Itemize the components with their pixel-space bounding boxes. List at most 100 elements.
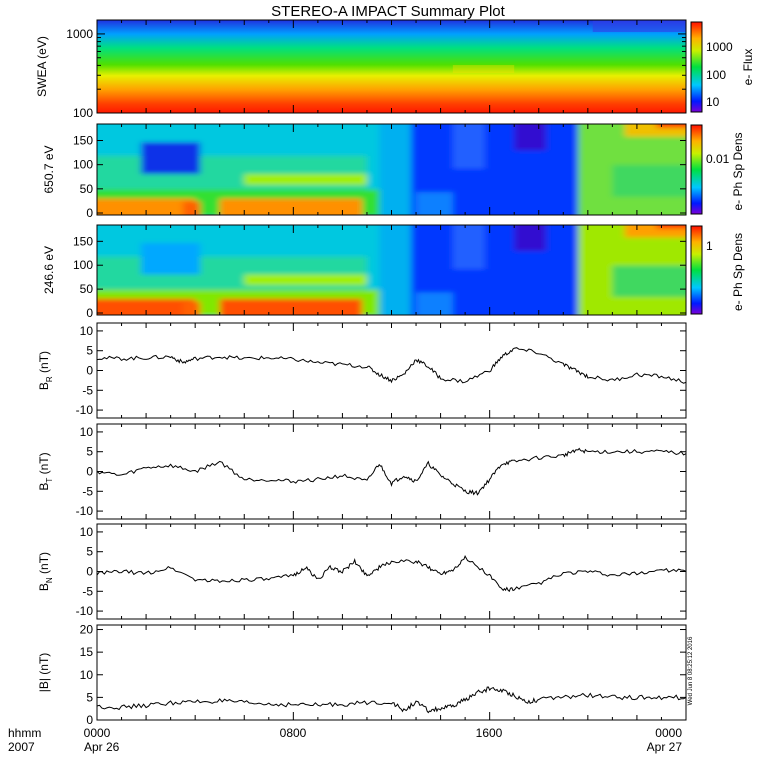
pitch-colorbar-label-3: e- Ph Sp Dens xyxy=(731,233,745,311)
cbar-tick-label: 1000 xyxy=(706,40,733,54)
pitch-region xyxy=(514,225,547,251)
ytick-label: 10 xyxy=(80,668,94,682)
field-ylabel-sub: T xyxy=(45,478,54,483)
pitch-spectrogram-blur xyxy=(97,225,686,315)
ytick-label: 100 xyxy=(73,106,93,120)
pitch-spectrogram-3 xyxy=(97,225,686,315)
pitch-region xyxy=(514,124,547,151)
ytick-label: 100 xyxy=(73,258,93,272)
field-trace-5 xyxy=(96,555,687,593)
pitch-region xyxy=(612,164,686,197)
pitch-region xyxy=(219,198,363,215)
ytick-label: 0 xyxy=(86,565,93,579)
corner-label-year: 2007 xyxy=(8,740,35,754)
swea-colorbar-label: e- Flux xyxy=(741,49,755,86)
pitch-spectrogram-blur xyxy=(97,124,686,215)
ytick-label: 0 xyxy=(86,206,93,220)
pitch-region xyxy=(416,292,453,315)
pitch-spectrogram-2 xyxy=(97,124,686,215)
ytick-label: -10 xyxy=(76,604,94,618)
ytick-label: 0 xyxy=(86,713,93,727)
ytick-label: -5 xyxy=(82,484,93,498)
ytick-label: 5 xyxy=(86,344,93,358)
ytick-label: 100 xyxy=(73,158,93,172)
field-ylabel-main: |B| xyxy=(37,678,51,692)
xtick-label-3: 0000 xyxy=(655,726,682,740)
pitch-region xyxy=(379,225,412,315)
ytick-label: -5 xyxy=(82,383,93,397)
ytick-label: -10 xyxy=(76,504,94,518)
ytick-label: 0 xyxy=(86,465,93,479)
xdate-label-0: Apr 26 xyxy=(84,740,120,754)
time-axis: hhmm 2007 0000 0800 1600 0000 Apr 26 Apr… xyxy=(8,726,682,754)
pitch-region xyxy=(452,124,485,169)
field-ylabel-main: B xyxy=(37,382,51,390)
field-ylabel-unit: (nT) xyxy=(37,552,51,577)
pitch-region xyxy=(379,124,412,215)
pitch-region xyxy=(656,124,686,128)
cbar-tick-label: 100 xyxy=(706,68,726,82)
field-trace-6 xyxy=(96,686,687,714)
ytick-label: 150 xyxy=(73,134,93,148)
swea-band-overlay xyxy=(592,20,686,32)
field-ylabel-4: BT (nT) xyxy=(37,452,54,490)
ytick-label: 5 xyxy=(86,545,93,559)
field-ylabel-sub: R xyxy=(45,376,54,382)
ytick-label: 15 xyxy=(80,645,94,659)
swea-band xyxy=(97,20,686,113)
ytick-label: -5 xyxy=(82,584,93,598)
ytick-label: 1000 xyxy=(66,27,93,41)
cbar-tick-label: 0.01 xyxy=(706,152,730,166)
ytick-label: 0 xyxy=(86,306,93,320)
ytick-label: 0 xyxy=(86,364,93,378)
field-frame-4 xyxy=(96,423,687,520)
field-ylabel-5: BN (nT) xyxy=(37,552,54,591)
ytick-label: 50 xyxy=(80,182,94,196)
pitch-ylabel-3: 246.6 eV xyxy=(42,246,56,294)
pitch-colorbar-3 xyxy=(690,225,703,315)
ytick-label: 10 xyxy=(80,525,94,539)
ytick-label: 10 xyxy=(80,425,94,439)
xdate-label-3: Apr 27 xyxy=(647,740,683,754)
ytick-label: 5 xyxy=(86,690,93,704)
swea-ylabel: SWEA (eV) xyxy=(35,36,49,97)
field-ylabel-3: BR (nT) xyxy=(37,351,54,390)
field-trace-3 xyxy=(96,347,687,384)
xtick-label-1: 0800 xyxy=(280,726,307,740)
field-ylabel-main: B xyxy=(37,483,51,491)
pitch-region xyxy=(612,265,686,297)
pitch-colorbar-2 xyxy=(690,124,703,215)
ytick-label: -10 xyxy=(76,403,94,417)
field-ylabel-unit: (nT) xyxy=(37,452,51,477)
field-ylabel-unit: (nT) xyxy=(37,351,51,376)
corner-label-hhmm: hhmm xyxy=(8,726,41,740)
field-ylabel-main: B xyxy=(37,583,51,591)
ytick-label: 20 xyxy=(80,623,94,637)
pitch-region xyxy=(141,243,201,275)
field-ylabel-unit: (nT) xyxy=(37,653,51,678)
pitch-colorbar-label-2: e- Ph Sp Dens xyxy=(731,132,745,210)
field-ylabel-sub: N xyxy=(45,577,54,583)
pitch-region xyxy=(141,142,201,175)
pitch-region xyxy=(656,225,686,229)
pitch-region xyxy=(244,274,367,286)
swea-colorbar xyxy=(690,21,703,113)
timestamp: Wed Jun 8 08:25:12 2016 xyxy=(686,625,696,717)
pitch-region xyxy=(182,201,201,215)
pitch-ylabel-2: 650.7 eV xyxy=(42,145,56,193)
plot-title: STEREO-A IMPACT Summary Plot xyxy=(271,3,505,20)
pitch-region xyxy=(219,298,363,315)
ytick-label: 150 xyxy=(73,234,93,248)
cbar-tick-label: 10 xyxy=(706,95,720,109)
xtick-label-0: 0000 xyxy=(84,726,111,740)
field-frame-3 xyxy=(96,322,687,419)
pitch-region xyxy=(452,225,485,269)
pitch-region xyxy=(97,298,196,315)
pitch-region xyxy=(416,192,453,215)
swea-band-overlay xyxy=(452,65,515,73)
cbar-tick-label: 1 xyxy=(706,239,713,253)
pitch-region xyxy=(182,301,201,315)
field-frame-6 xyxy=(96,624,687,721)
